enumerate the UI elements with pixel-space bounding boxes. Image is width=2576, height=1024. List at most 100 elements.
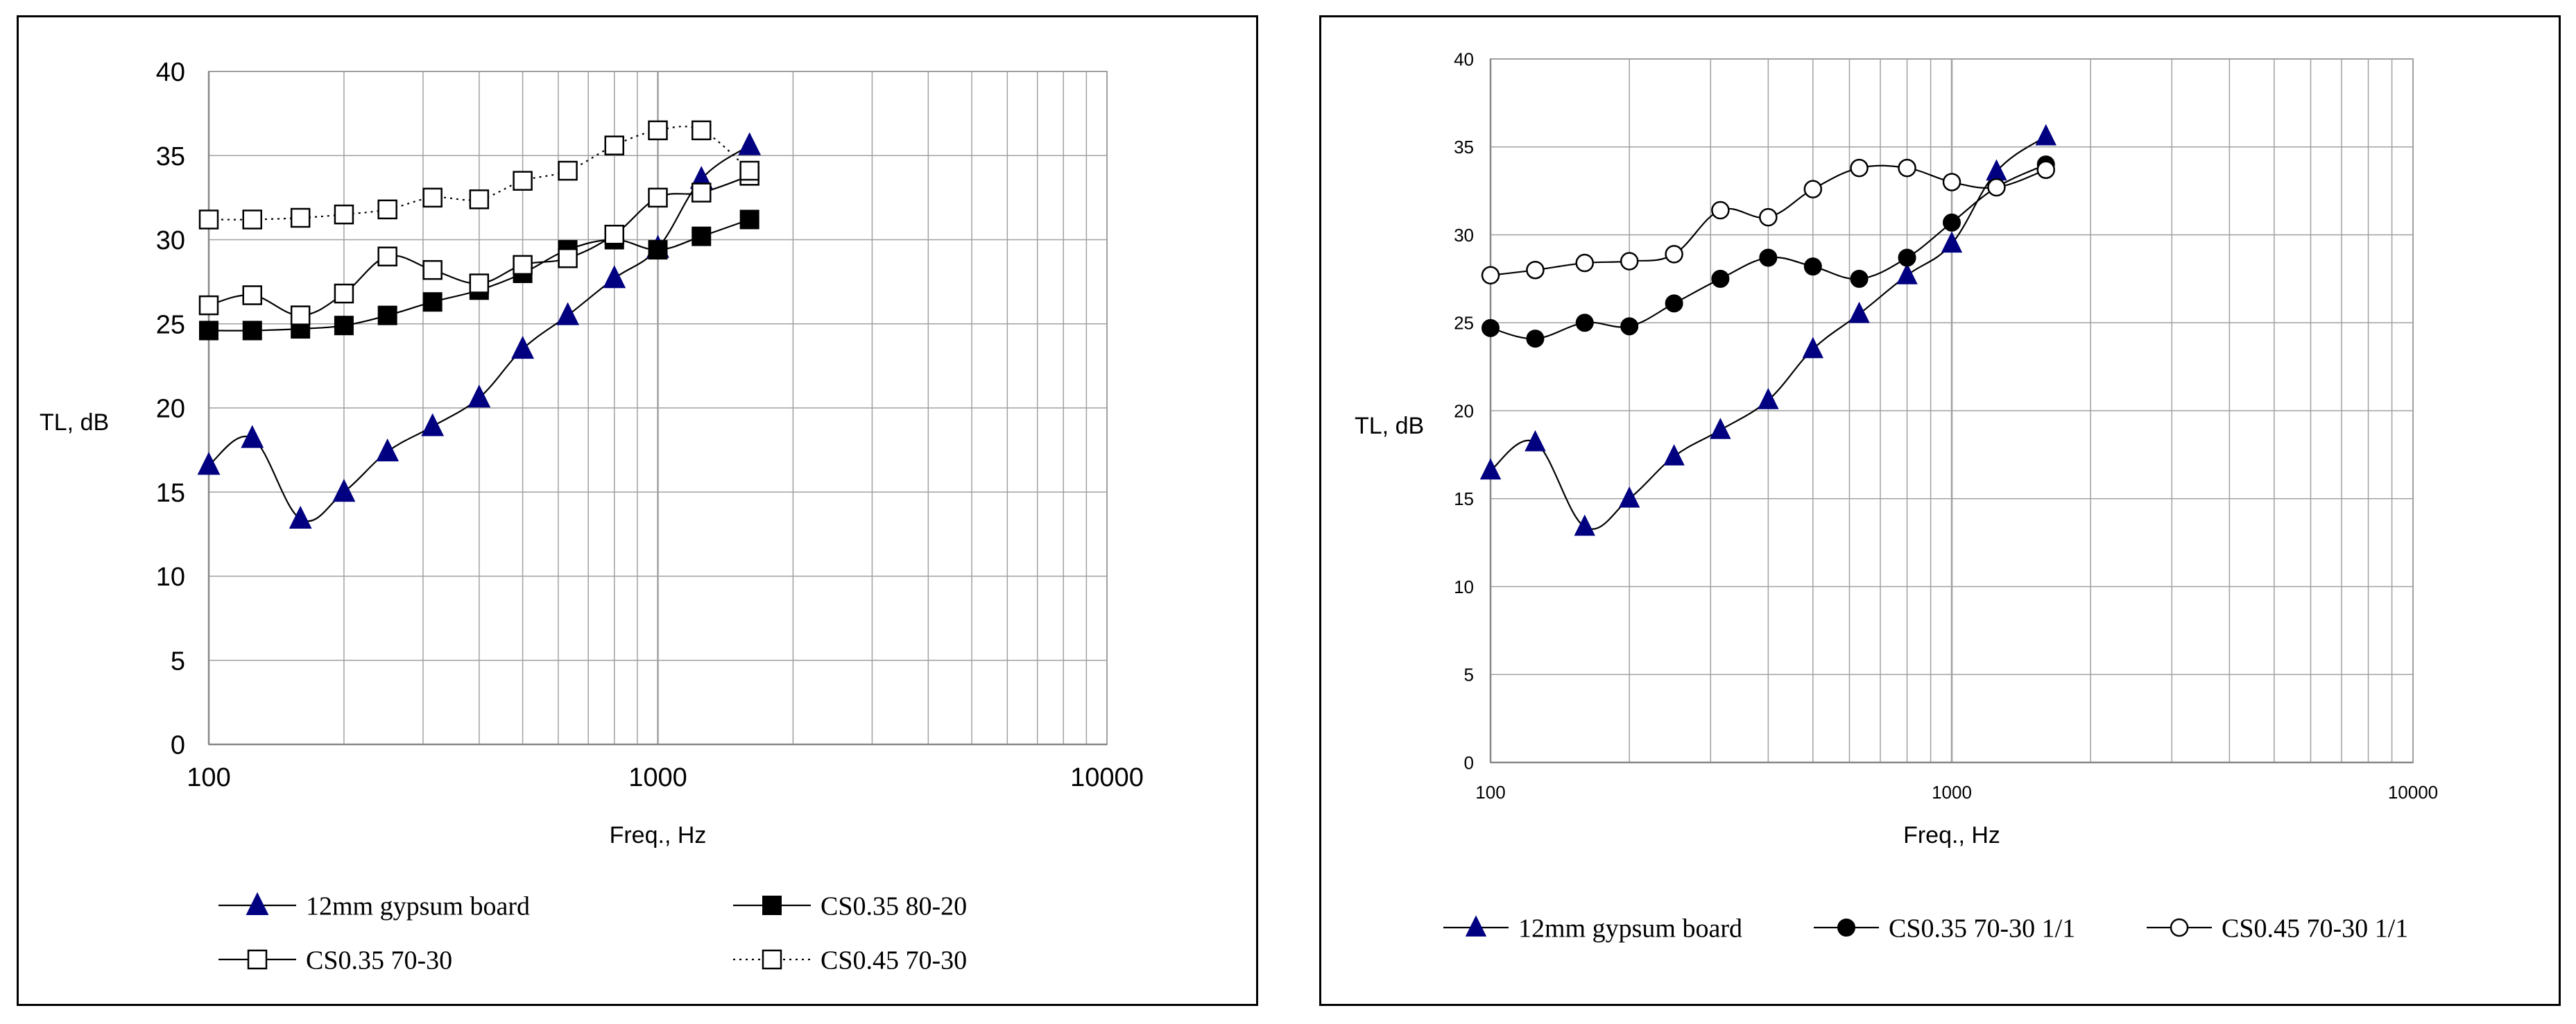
right-chart-x-tick-label: 100 [1475,782,1505,803]
left-chart-data-point [242,210,262,230]
left-chart-data-point [290,207,311,228]
left-chart-data-point [467,384,491,408]
left-chart-legend-marker [762,949,782,970]
left-chart-y-tick-label: 15 [156,479,185,508]
right-chart-data-point [1711,200,1730,220]
right-chart-y-axis-label: TL, dB [1355,413,1424,439]
left-chart-legend-item-12mm-gypsum-board: 12mm gypsum board [218,891,530,921]
left-chart-data-point [469,189,490,210]
right-chart-data-point [1987,178,2006,197]
left-chart-data-point [377,305,397,325]
right-chart-data-point [1848,301,1870,323]
left-chart-data-point [242,285,262,305]
right-chart-series-cs0-45-70-30-1-1 [1481,158,2055,285]
right-chart-legend-item-12mm-gypsum-board: 12mm gypsum board [1443,914,1742,943]
left-chart-data-point [739,160,759,181]
left-chart-data-point [332,479,356,502]
left-chart-data-point [421,413,445,436]
right-chart-legend-marker [1837,919,1855,937]
right-chart-data-point [2035,123,2056,146]
right-chart-data-point [1665,245,1683,264]
right-chart-data-point [1618,486,1640,508]
left-chart-x-tick-label: 10000 [1070,763,1144,792]
right-chart-x-tick-label: 1000 [1932,782,1972,803]
left-chart-legend: 12mm gypsum board CS0.35 80-20 CS0.35 70-3… [218,891,967,975]
right-chart-data-point [1711,269,1730,288]
chart-panel-left: 0 5 10 15 20 25 30 35 40 100 1000 10000 Freq., Hz TL,… [17,15,1258,1006]
left-chart-data-point [290,305,311,325]
right-chart-data-point [1575,314,1594,332]
right-chart-series-cs0-35-70-30-1-1 [1482,155,2055,348]
left-chart-data-point [558,248,578,268]
left-chart-series-cs0-35-70-30 [198,166,759,325]
right-chart-legend: 12mm gypsum board CS0.35 70-30 1/1 CS0.45 … [1443,914,2408,943]
left-chart-data-point [334,316,354,336]
left-chart-series-cs0-45-70-30 [198,120,759,230]
left-chart-data-point [739,210,759,230]
right-chart-data-point [1758,388,1779,409]
left-chart-y-tick-label: 25 [156,310,185,339]
right-chart-data-point [1850,269,1869,288]
left-chart-data-point [197,452,221,475]
left-chart-x-tick-label: 100 [187,763,230,792]
left-chart-y-axis-label: TL, dB [40,409,109,436]
left-chart-data-point [241,425,264,448]
right-chart-y-tick-label: 25 [1454,313,1474,334]
left-chart-y-tick-label: 40 [156,58,185,87]
right-chart-data-point [1479,458,1502,480]
right-chart-y-tick-label: 15 [1454,488,1474,509]
left-chart-data-point [648,240,668,260]
left-chart-data-point [604,135,625,155]
left-chart-x-tick-label: 1000 [628,763,687,792]
left-chart-y-tick-label: 5 [171,647,185,676]
right-chart-data-point [1525,429,1546,452]
left-chart-data-point [377,199,397,220]
right-chart-data-point [1802,336,1824,359]
right-chart-y-tick-label: 0 [1464,752,1474,773]
right-chart-data-point [1943,213,1961,232]
left-chart-data-point [422,187,443,208]
right-chart-legend-item-cs0-35-70-30-1-1: CS0.35 70-30 1/1 [1814,914,2075,943]
right-chart-data-point [1896,263,1918,284]
left-chart-data-point [513,255,533,275]
left-chart-y-tick-label: 20 [156,395,185,424]
right-chart-data-point [1526,260,1545,280]
right-chart-legend-item-cs0-45-70-30-1-1: CS0.45 70-30 1/1 [2147,914,2408,943]
left-chart-data-point [334,283,354,304]
right-chart-legend-label: 12mm gypsum board [1518,914,1742,943]
left-chart-data-point [691,182,712,203]
right-chart-y-tick-label: 20 [1454,400,1474,421]
left-chart-y-tick-label: 30 [156,226,185,255]
left-chart-data-point [289,505,312,529]
chart-panel-right: 0 5 10 15 20 25 30 35 40 100 1000 10000 Freq., Hz TL,… [1319,15,2561,1006]
left-chart-data-point [422,259,443,280]
left-chart-legend-label: CS0.35 80-20 [821,891,967,921]
right-chart-data-point [1898,248,1916,267]
left-chart-data-point [513,171,533,191]
right-chart-data-point [2036,160,2055,179]
left-chart-data-point [334,204,354,225]
right-chart-y-tick-label: 5 [1464,665,1474,685]
right-chart-data-point [1575,253,1594,273]
left-chart-y-tick-label: 10 [156,563,185,592]
left-chart-data-point [199,321,218,341]
left-chart-data-point [604,224,625,245]
left-chart-legend-label: CS0.35 70-30 [306,946,452,975]
right-chart-legend-label: CS0.35 70-30 1/1 [1889,914,2075,943]
right-chart-data-point [1574,514,1595,536]
chart-left-svg: 0 5 10 15 20 25 30 35 40 100 1000 10000 Freq., Hz TL,… [40,58,1144,975]
right-chart-data-point [1803,180,1823,198]
left-chart-data-point [738,132,762,155]
left-chart-data-point [469,273,490,293]
left-chart-data-point [242,321,262,341]
left-chart-legend-item-cs0-45-70-30: CS0.45 70-30 [733,946,967,975]
right-chart-data-point [1941,231,1963,253]
left-chart-data-point [692,226,712,246]
left-chart-legend-marker [246,891,269,915]
left-chart-data-point [648,120,668,141]
left-chart-legend-label: 12mm gypsum board [306,891,530,921]
right-chart-data-point [1759,248,1778,267]
left-chart-data-point [377,246,397,266]
left-chart-data-point [691,120,712,141]
left-chart-y-tick-label: 35 [156,142,185,171]
